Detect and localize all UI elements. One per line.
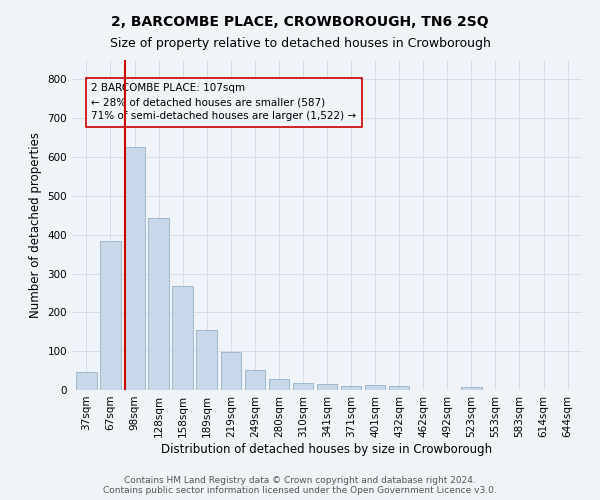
Bar <box>461 388 482 390</box>
Bar <box>221 352 241 390</box>
Text: 2 BARCOMBE PLACE: 107sqm
← 28% of detached houses are smaller (587)
71% of semi-: 2 BARCOMBE PLACE: 107sqm ← 28% of detach… <box>91 84 356 122</box>
X-axis label: Distribution of detached houses by size in Crowborough: Distribution of detached houses by size … <box>161 442 493 456</box>
Bar <box>317 384 337 390</box>
Bar <box>196 330 217 390</box>
Bar <box>100 240 121 390</box>
Text: Size of property relative to detached houses in Crowborough: Size of property relative to detached ho… <box>110 38 490 51</box>
Bar <box>269 379 289 390</box>
Bar <box>172 286 193 390</box>
Y-axis label: Number of detached properties: Number of detached properties <box>29 132 42 318</box>
Bar <box>341 386 361 390</box>
Bar <box>148 218 169 390</box>
Bar <box>365 386 385 390</box>
Bar <box>293 384 313 390</box>
Text: Contains HM Land Registry data © Crown copyright and database right 2024.
Contai: Contains HM Land Registry data © Crown c… <box>103 476 497 495</box>
Bar <box>389 386 409 390</box>
Bar <box>124 148 145 390</box>
Text: 2, BARCOMBE PLACE, CROWBOROUGH, TN6 2SQ: 2, BARCOMBE PLACE, CROWBOROUGH, TN6 2SQ <box>111 15 489 29</box>
Bar <box>245 370 265 390</box>
Bar <box>76 372 97 390</box>
